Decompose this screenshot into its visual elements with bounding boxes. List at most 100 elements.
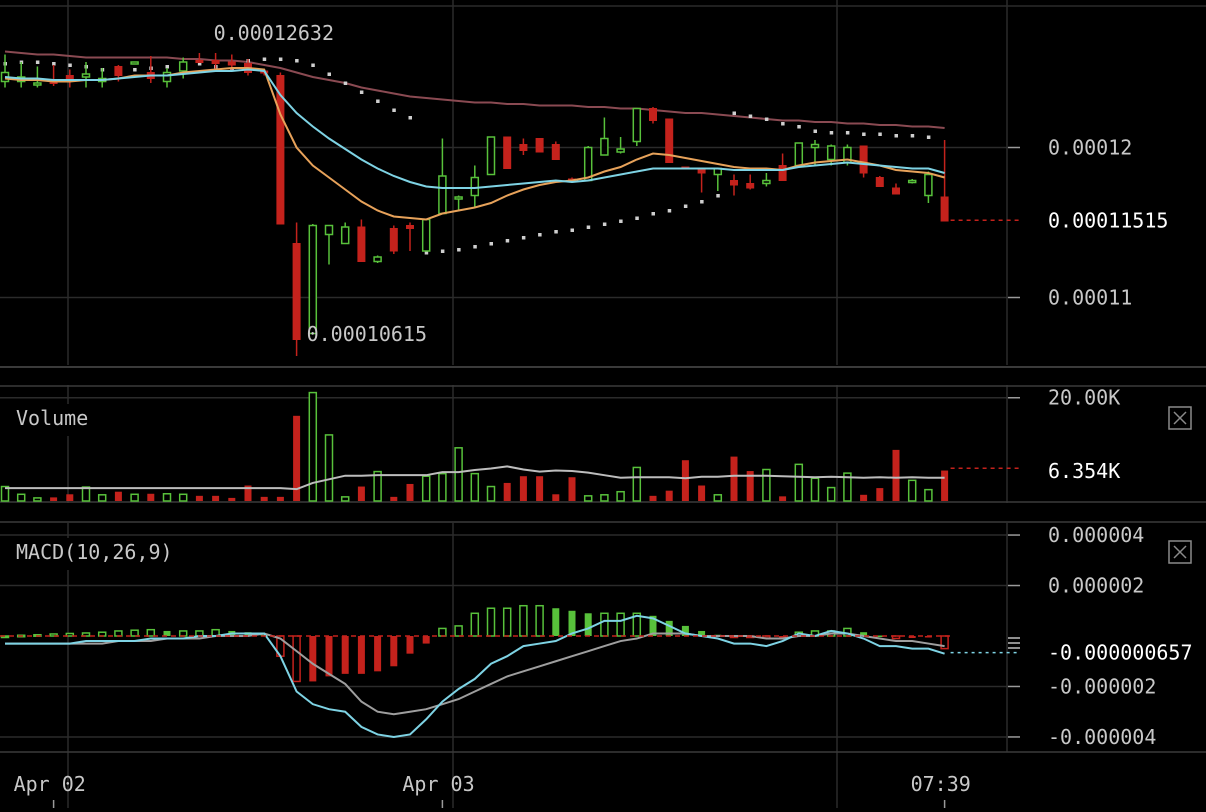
volume-bars	[0, 391, 949, 502]
macd-histogram-bar	[535, 604, 544, 637]
candle-body	[778, 165, 787, 181]
macd-histogram-bar	[81, 632, 91, 637]
candle-body	[211, 60, 220, 64]
sar-point	[910, 134, 915, 138]
sar-point	[764, 117, 769, 121]
y-tick-label: 0.000004	[1048, 523, 1144, 547]
x-tick-label: Apr 02	[14, 772, 86, 796]
sar-point	[602, 222, 607, 226]
volume-title: Volume	[16, 406, 88, 430]
price-panel[interactable]: 0.00012 0.00011 0.00012632 0.00010615 0.0…	[0, 21, 1169, 356]
volume-title-backdrop	[0, 404, 142, 436]
macd-histogram-bar	[130, 629, 139, 637]
volume-bar	[746, 471, 754, 501]
sar-point	[408, 116, 412, 120]
sar-point	[165, 65, 169, 69]
volume-bar	[892, 449, 900, 501]
volume-bar	[147, 493, 155, 501]
candle-body	[632, 107, 642, 143]
volume-bar	[293, 415, 301, 501]
macd-histogram-bar	[552, 608, 560, 636]
price-labels: 0.00012 0.00011	[950, 136, 1132, 310]
candle-body	[308, 224, 318, 335]
macd-panel[interactable]: 0.000004 0.000002 -0.000002 -0.000004 MACD(…	[0, 523, 1193, 749]
volume-panel[interactable]: 20.00K Volume 6.354K	[0, 386, 1192, 502]
volume-bar	[390, 496, 398, 501]
sar-point	[262, 57, 267, 61]
last-price-label: 0.00011515	[1048, 208, 1168, 232]
volume-ma-line	[5, 465, 945, 491]
volume-bar	[162, 493, 172, 502]
candle-body	[389, 228, 398, 252]
sar-point	[327, 72, 331, 76]
macd-histogram-bar	[146, 628, 156, 637]
candle-body	[486, 136, 496, 176]
volume-bar	[681, 460, 689, 501]
close-icon[interactable]	[1168, 540, 1192, 564]
sar-point	[683, 204, 688, 208]
candle-body	[454, 196, 463, 200]
candle-body	[340, 226, 350, 245]
volume-bar	[178, 493, 188, 502]
macd-histogram-bar	[454, 625, 463, 637]
volume-bar	[373, 470, 382, 502]
low-annotation: 0.00010615	[307, 322, 427, 346]
sar-point	[732, 111, 736, 115]
sar-point	[878, 132, 882, 136]
macd-title: MACD(10,26,9)	[16, 540, 173, 564]
volume-bar	[66, 494, 74, 501]
volume-bar	[810, 477, 820, 502]
candle-body	[130, 61, 139, 65]
y-tick-label: 0.000002	[1048, 574, 1144, 598]
sar-point	[473, 245, 477, 249]
macd-last-value: -0.000000657	[1048, 641, 1193, 665]
macd-histogram-bar	[49, 633, 58, 637]
candle-body	[503, 136, 512, 169]
volume-bar	[16, 493, 26, 502]
macd-histogram-bar	[649, 615, 657, 636]
volume-bar	[536, 476, 544, 501]
sar-point	[197, 62, 202, 66]
sar-point	[392, 108, 396, 112]
volume-bar	[713, 494, 723, 502]
volume-labels: 20.00K	[950, 386, 1120, 469]
sar-point	[538, 233, 542, 237]
x-tick-label: 07:39	[911, 772, 971, 796]
candle-body	[438, 175, 447, 215]
sar-point	[278, 57, 283, 61]
macd-histogram-bar	[584, 613, 592, 636]
ema-lines	[4, 67, 945, 221]
sar-point	[619, 219, 623, 223]
sma-long-line	[4, 50, 945, 129]
macd-histogram-bar	[519, 604, 528, 637]
sar-point	[813, 129, 817, 133]
volume-bar	[616, 490, 625, 502]
volume-bar	[649, 495, 657, 501]
sar-point	[489, 242, 493, 246]
macd-title-backdrop	[0, 538, 198, 570]
candle-body	[665, 118, 674, 163]
sar-point	[716, 194, 720, 198]
macd-histogram-bar	[486, 607, 496, 637]
macd-histogram-bar	[600, 612, 609, 637]
volume-bar	[195, 495, 203, 501]
candle-body	[324, 224, 334, 236]
volume-bar	[568, 477, 576, 501]
macd-histogram-bar	[438, 627, 447, 637]
menu-icon[interactable]	[1008, 637, 1020, 649]
candle-body	[892, 187, 900, 195]
volume-bar	[503, 482, 511, 501]
sar-point	[651, 212, 655, 216]
candle-body	[551, 144, 560, 160]
close-icon[interactable]	[1168, 406, 1192, 430]
volume-bar	[406, 483, 414, 501]
candle-body	[33, 82, 42, 86]
macd-lines	[5, 614, 945, 738]
sma-long-line	[4, 50, 945, 129]
sar-point	[52, 62, 56, 66]
macd-histogram-bar	[65, 632, 75, 637]
macd-histogram-bar	[163, 630, 171, 636]
volume-bar	[794, 463, 804, 502]
